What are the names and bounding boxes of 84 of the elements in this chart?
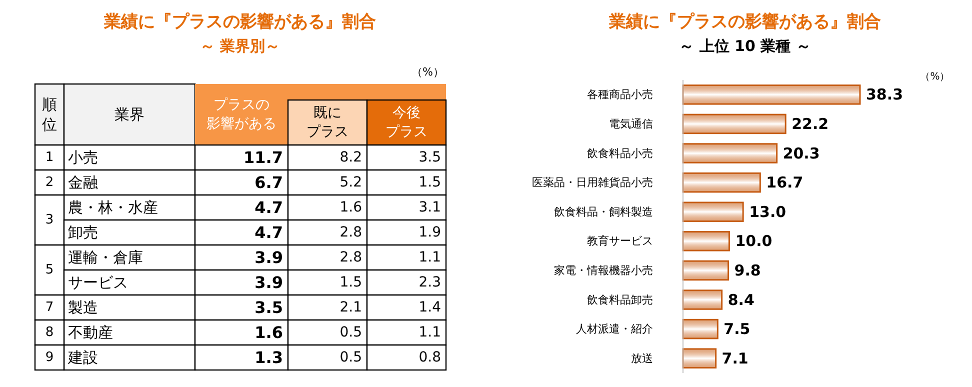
bar	[682, 231, 730, 252]
data-label: 0.5	[340, 324, 362, 340]
y2-tick-label: 5	[45, 262, 54, 278]
y2-tick-label: 9	[45, 350, 54, 365]
y2-tick-label: 2	[45, 175, 54, 190]
y-tick-label: 飲食料品卸売	[587, 293, 653, 306]
data-label: 7.1	[722, 349, 748, 368]
bar	[682, 348, 717, 368]
data-label: 3.9	[254, 273, 283, 292]
x-tick-label: プラスの影響がある	[206, 97, 276, 132]
bar	[682, 114, 786, 134]
y2-tick-label: 7	[45, 300, 54, 315]
data-label: 4.7	[254, 223, 283, 242]
data-label: 1.6	[254, 323, 283, 342]
data-label: 2.8	[340, 224, 362, 240]
data-label: 0.5	[340, 350, 362, 366]
bar	[682, 202, 744, 222]
bar	[682, 84, 861, 105]
y-tick-label: サービス	[68, 274, 128, 292]
chart-subtitle: ～ 業界別～	[200, 37, 280, 55]
data-label: 3.9	[254, 248, 283, 267]
y-tick-label: 金融	[68, 174, 98, 192]
data-label: 10.0	[735, 232, 772, 250]
data-label: 5.2	[340, 174, 362, 190]
y2-tick-label: 8	[45, 325, 54, 340]
y-tick-label: 各種商品小売	[587, 88, 653, 102]
data-label: 2.3	[418, 274, 441, 290]
y-tick-label: 建設	[67, 348, 98, 366]
bar	[682, 143, 778, 164]
data-label: 1.1	[418, 324, 441, 340]
data-label: 9.8	[734, 261, 761, 280]
y-tick-label: 不動産	[68, 324, 113, 342]
chart-title: 業績に『プラスの影響がある』割合	[103, 12, 376, 32]
y-tick-label: 小売	[68, 148, 98, 166]
data-label: 0.8	[418, 350, 441, 366]
text: （%）	[412, 66, 444, 78]
y-tick-label: 医薬品・日用雑貨品小売	[532, 176, 653, 190]
data-label: 8.2	[340, 150, 362, 166]
y-tick-label: 放送	[631, 352, 653, 365]
y-tick-label: 飲食料品・飼料製造	[554, 205, 653, 218]
bar	[682, 318, 718, 340]
data-label: 1.9	[418, 224, 441, 240]
data-label: 1.6	[340, 200, 362, 216]
data-label: 1.5	[418, 174, 441, 190]
bar	[682, 290, 723, 310]
data-label: 1.4	[418, 300, 442, 316]
data-label: 20.3	[782, 144, 820, 162]
data-label: 1.3	[254, 348, 283, 367]
data-label: 3.5	[254, 298, 283, 317]
y2-tick-label: 3	[45, 212, 54, 228]
data-label: 2.1	[340, 300, 362, 316]
data-label: 2.8	[340, 250, 362, 266]
bar	[682, 260, 730, 281]
data-label: 11.7	[244, 148, 283, 167]
data-label: 1.5	[340, 274, 362, 290]
text: 順位	[42, 96, 57, 134]
y-tick-label: 電気通信	[609, 117, 653, 130]
data-label: 8.4	[728, 290, 754, 309]
data-label: 1.1	[418, 250, 441, 266]
y-tick-label: 運輸・倉庫	[68, 248, 143, 266]
text: （%）	[920, 72, 950, 82]
data-label: 3.1	[418, 200, 441, 216]
x-tick-label: 今後プラス	[386, 105, 428, 140]
chart-subtitle: ～ 上位 10 業種 ～	[679, 37, 811, 55]
data-label: 13.0	[749, 202, 786, 221]
x-tick-label: 既にプラス	[306, 105, 348, 140]
text: 業界	[114, 106, 144, 124]
y-tick-label: 農・林・水産	[68, 198, 158, 216]
y-tick-label: 家電・情報機器小売	[554, 264, 653, 277]
y-tick-label: 教育サービス	[587, 234, 653, 248]
data-label: 4.7	[254, 198, 283, 217]
y2-tick-label: 1	[45, 150, 54, 165]
data-label: 3.5	[418, 150, 441, 166]
data-label: 6.7	[254, 173, 283, 192]
y-tick-label: 飲食料品小売	[587, 146, 653, 160]
bar	[682, 172, 761, 193]
data-label: 16.7	[766, 174, 804, 192]
data-label: 7.5	[724, 320, 750, 338]
chart-title: 業績に『プラスの影響がある』割合	[608, 12, 881, 32]
data-label: 22.2	[792, 114, 829, 133]
y-tick-label: 卸売	[68, 224, 98, 242]
y-tick-label: 人材派遣・紹介	[576, 322, 653, 336]
y-tick-label: 製造	[68, 298, 98, 316]
data-label: 38.3	[866, 86, 904, 104]
